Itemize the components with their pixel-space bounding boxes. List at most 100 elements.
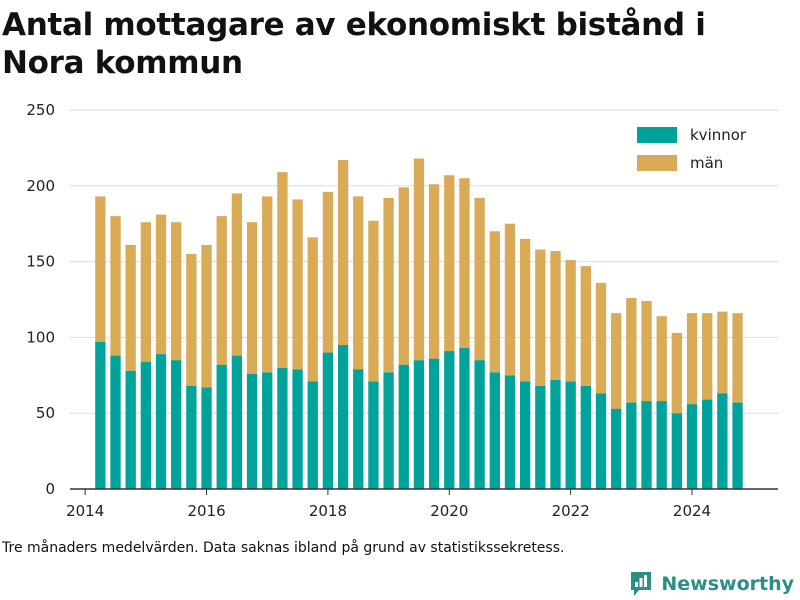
bar-segment [337, 344, 349, 489]
bar-segment [368, 381, 379, 489]
y-tick-label: 200 [26, 177, 55, 195]
bar-segment [337, 160, 349, 345]
bar-segment [732, 313, 743, 403]
bar-segment [398, 364, 409, 489]
legend: kvinnor män [637, 126, 747, 172]
bar-segment [353, 196, 364, 370]
bar-segment [231, 355, 243, 489]
x-tick-label: 2020 [430, 502, 468, 520]
bar-segment [428, 184, 440, 359]
bar-segment [125, 370, 136, 489]
bar-segment [702, 399, 713, 489]
bar-segment [686, 313, 698, 405]
bar-segment [671, 332, 683, 414]
bar-segment [459, 348, 470, 489]
bar-segment [186, 385, 197, 489]
bar-segment [535, 249, 546, 386]
bar-segment [110, 355, 121, 489]
bar-segment [216, 216, 227, 365]
legend-swatch [637, 155, 677, 171]
bar-segment [262, 196, 273, 373]
bar-segment [474, 197, 485, 361]
bar-segment [641, 301, 652, 402]
legend-label: män [690, 154, 723, 172]
bar-segment [428, 358, 440, 489]
bar-segment [277, 367, 288, 489]
bar-segment [95, 341, 106, 489]
legend-swatch [637, 127, 677, 143]
bar-segment [413, 158, 425, 361]
bar-segment [702, 313, 713, 400]
bar-segment [656, 316, 667, 402]
bar-segment [353, 369, 364, 489]
bar-segment [580, 266, 591, 386]
bar-segment [489, 231, 500, 373]
bar-segment [140, 361, 152, 489]
bar-segment [95, 196, 106, 342]
bar-segment [656, 401, 667, 489]
bar-segment [641, 401, 652, 489]
bar-segment [216, 364, 227, 489]
bar-segment [474, 360, 485, 489]
bar-segment [595, 282, 607, 394]
bar-segment [322, 352, 334, 489]
bar-segment [611, 313, 622, 409]
bar-segment [383, 372, 394, 489]
y-tick-label: 100 [26, 328, 55, 346]
x-tick-label: 2018 [309, 502, 347, 520]
bar-segment [246, 222, 258, 374]
newsworthy-logo-icon [631, 572, 652, 596]
bar-segment [626, 297, 637, 403]
bar-segment [550, 250, 561, 380]
legend-label: kvinnor [690, 126, 747, 144]
bar-segment [262, 372, 273, 489]
bar-segment [231, 193, 243, 356]
bar-segment [171, 222, 182, 361]
bar-segment [504, 223, 516, 376]
bar-segment [504, 375, 516, 489]
bar-segment [186, 254, 197, 386]
y-axis: 0 50 100 150 200 250 [26, 101, 55, 498]
brand-name: Newsworthy [661, 573, 794, 595]
y-tick-label: 250 [26, 101, 55, 119]
bar-segment [292, 369, 303, 489]
bar-segment [550, 379, 561, 489]
bar-segment [277, 172, 288, 368]
bar-segment [125, 244, 136, 371]
bar-segment [201, 244, 212, 388]
bar-segment [201, 387, 212, 489]
bars [95, 158, 743, 489]
bar-segment [611, 408, 622, 489]
bar-segment [155, 214, 167, 355]
footnote: Tre månaders medelvärden. Data saknas ib… [2, 540, 565, 556]
bar-segment [307, 237, 318, 382]
bar-segment [580, 385, 591, 489]
x-axis: 2014 2016 2018 2020 2022 2024 [66, 488, 778, 520]
x-tick-label: 2024 [673, 502, 711, 520]
bar-segment [535, 385, 546, 489]
bar-segment [671, 413, 683, 489]
bar-segment [519, 238, 531, 382]
bar-segment [155, 354, 167, 489]
bar-segment [110, 216, 121, 356]
bar-segment [717, 311, 728, 394]
bar-segment [322, 191, 334, 353]
brand-logo: Newsworthy [629, 568, 794, 600]
bar-segment [413, 360, 425, 489]
bar-segment [444, 175, 455, 352]
y-tick-label: 50 [36, 404, 55, 422]
y-tick-label: 0 [45, 480, 55, 498]
bar-segment [246, 373, 258, 489]
bar-segment [626, 402, 637, 489]
bar-segment [595, 393, 607, 489]
bar-segment [383, 197, 394, 373]
bar-segment [292, 199, 303, 370]
bar-segment [565, 381, 576, 489]
bar-segment [686, 404, 698, 489]
bar-segment [519, 381, 531, 489]
x-tick-label: 2016 [187, 502, 225, 520]
bar-segment [732, 402, 743, 489]
chart-title: Antal mottagare av ekonomiskt bistånd i … [2, 7, 706, 81]
bar-segment [140, 222, 152, 362]
